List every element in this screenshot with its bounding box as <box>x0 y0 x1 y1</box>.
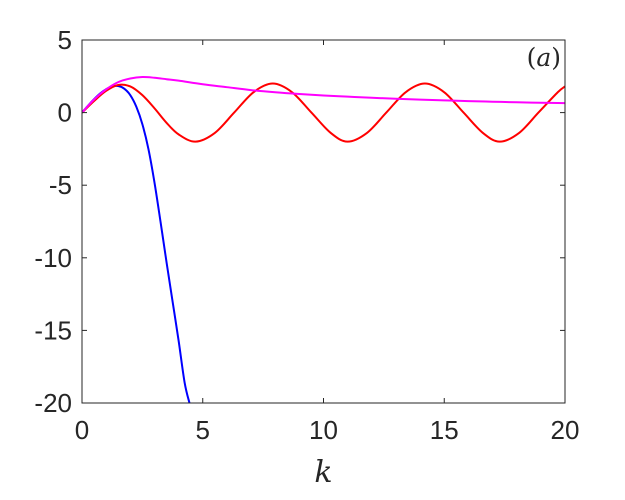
panel-label-open: ( <box>527 43 537 72</box>
tick-labels: 0 5 10 15 20 5 0 -5 -10 -15 -20 <box>34 25 579 445</box>
x-tick-label: 10 <box>309 415 338 445</box>
x-axis-label: k <box>314 455 332 490</box>
panel-label: (a) <box>527 43 561 72</box>
y-tick-label: -20 <box>34 388 72 418</box>
plot-area <box>81 39 566 404</box>
x-tick-label: 20 <box>551 415 580 445</box>
y-tick-label: 5 <box>58 25 72 55</box>
panel-label-letter: a <box>536 43 551 72</box>
series-line-2 <box>82 82 565 143</box>
y-tick-label: 0 <box>58 98 72 128</box>
y-tick-label: -15 <box>34 315 72 345</box>
x-tick-label: 15 <box>430 415 459 445</box>
y-tick-label: -10 <box>34 243 72 273</box>
series-line-3 <box>82 76 565 114</box>
panel-label-close: ) <box>551 43 561 72</box>
plot-background <box>82 40 565 403</box>
y-tick-label: -5 <box>49 170 72 200</box>
x-tick-label: 5 <box>196 415 210 445</box>
series-layer <box>82 76 565 403</box>
x-tick-label: 0 <box>75 415 89 445</box>
ticks-layer <box>81 39 566 404</box>
